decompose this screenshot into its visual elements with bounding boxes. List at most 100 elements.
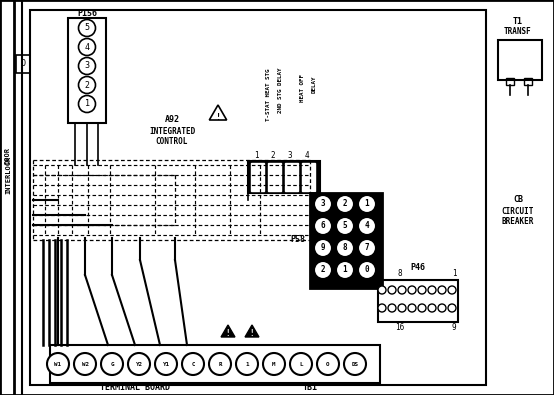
Text: 1: 1: [343, 265, 347, 275]
Text: 5: 5: [85, 23, 90, 32]
Text: Y1: Y1: [162, 361, 170, 367]
Circle shape: [344, 353, 366, 375]
Text: 7: 7: [365, 243, 370, 252]
Circle shape: [378, 304, 386, 312]
Text: CONTROL: CONTROL: [156, 137, 188, 147]
Circle shape: [438, 304, 446, 312]
Bar: [68, 18, 106, 123]
Text: L: L: [299, 361, 302, 367]
Text: 4: 4: [85, 43, 90, 51]
Text: P58: P58: [290, 235, 305, 245]
Circle shape: [448, 304, 456, 312]
Circle shape: [128, 353, 150, 375]
Text: 3: 3: [321, 199, 325, 209]
Circle shape: [236, 353, 258, 375]
Text: DOOR: DOOR: [5, 147, 11, 164]
Text: P46: P46: [411, 263, 425, 273]
Text: DS: DS: [351, 361, 358, 367]
Circle shape: [388, 286, 396, 294]
Bar: [50, 345, 380, 383]
Text: 0: 0: [365, 265, 370, 275]
Circle shape: [388, 304, 396, 312]
Text: INTERLOCK: INTERLOCK: [5, 156, 11, 194]
Text: 2: 2: [321, 265, 325, 275]
Text: W2: W2: [81, 361, 89, 367]
Text: M: M: [272, 361, 276, 367]
Circle shape: [314, 261, 332, 279]
Circle shape: [155, 353, 177, 375]
Text: O: O: [20, 60, 25, 68]
Circle shape: [314, 195, 332, 213]
Text: !: !: [216, 113, 220, 122]
Circle shape: [209, 353, 231, 375]
Text: 1: 1: [85, 100, 90, 109]
Text: O: O: [326, 361, 330, 367]
Text: 2: 2: [343, 199, 347, 209]
Text: G: G: [110, 361, 114, 367]
Text: 1: 1: [452, 269, 456, 278]
Circle shape: [428, 286, 436, 294]
Circle shape: [101, 353, 123, 375]
Circle shape: [358, 261, 376, 279]
Text: 1: 1: [245, 361, 249, 367]
Text: R: R: [218, 361, 222, 367]
Text: 8: 8: [398, 269, 402, 278]
Bar: [498, 40, 542, 80]
Circle shape: [336, 195, 354, 213]
Circle shape: [428, 304, 436, 312]
Circle shape: [448, 286, 456, 294]
Circle shape: [358, 217, 376, 235]
Circle shape: [290, 353, 312, 375]
Bar: [310, 193, 382, 288]
Circle shape: [408, 304, 416, 312]
Circle shape: [418, 286, 426, 294]
Bar: [268, 163, 281, 191]
Polygon shape: [245, 325, 259, 337]
Circle shape: [358, 195, 376, 213]
Circle shape: [79, 58, 95, 75]
Text: 3: 3: [85, 62, 90, 70]
Text: P156: P156: [77, 9, 97, 17]
Circle shape: [79, 38, 95, 56]
Text: C: C: [191, 361, 195, 367]
Text: TRANSF: TRANSF: [504, 28, 532, 36]
Text: T-STAT HEAT STG: T-STAT HEAT STG: [265, 69, 270, 121]
Text: CB: CB: [513, 196, 523, 205]
Circle shape: [336, 239, 354, 257]
Text: 2: 2: [271, 150, 275, 160]
Circle shape: [79, 77, 95, 94]
Bar: [285, 163, 298, 191]
Text: INTEGRATED: INTEGRATED: [149, 128, 195, 137]
Text: 4: 4: [365, 222, 370, 231]
Bar: [251, 163, 264, 191]
Circle shape: [408, 286, 416, 294]
Text: TB1: TB1: [302, 384, 317, 393]
Polygon shape: [221, 325, 235, 337]
Text: 9: 9: [321, 243, 325, 252]
Circle shape: [398, 304, 406, 312]
Circle shape: [336, 217, 354, 235]
Circle shape: [314, 217, 332, 235]
Text: HEAT OFF: HEAT OFF: [300, 74, 305, 102]
Text: !: !: [250, 329, 254, 339]
Text: 6: 6: [321, 222, 325, 231]
Polygon shape: [209, 105, 227, 120]
Circle shape: [182, 353, 204, 375]
Text: 1: 1: [254, 150, 258, 160]
Text: Y2: Y2: [136, 361, 142, 367]
Circle shape: [317, 353, 339, 375]
Text: A92: A92: [165, 115, 179, 124]
Text: CIRCUIT: CIRCUIT: [502, 207, 534, 216]
Circle shape: [438, 286, 446, 294]
Text: 8: 8: [343, 243, 347, 252]
Circle shape: [314, 239, 332, 257]
Text: 2: 2: [85, 81, 90, 90]
Text: DELAY: DELAY: [311, 75, 316, 93]
Circle shape: [378, 286, 386, 294]
Text: 3: 3: [288, 150, 293, 160]
Text: TERMINAL BOARD: TERMINAL BOARD: [100, 384, 170, 393]
Text: 5: 5: [343, 222, 347, 231]
Text: 16: 16: [396, 322, 404, 331]
Text: 9: 9: [452, 322, 456, 331]
Bar: [16, 55, 30, 73]
